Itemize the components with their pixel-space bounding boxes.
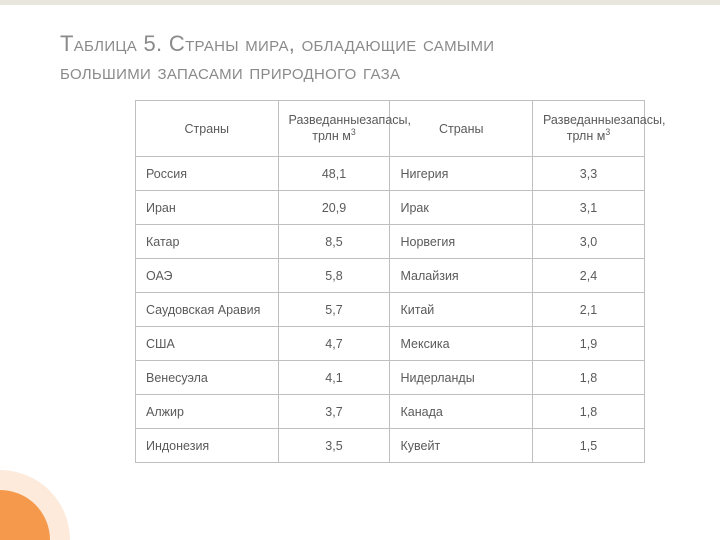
cell-value: 5,7 (278, 293, 390, 327)
table-row: Иран 20,9 Ирак 3,1 (136, 191, 645, 225)
cell-value: 1,8 (533, 395, 645, 429)
cell-country: Катар (136, 225, 279, 259)
cell-value: 48,1 (278, 157, 390, 191)
cell-country: Саудовская Аравия (136, 293, 279, 327)
cell-country: Ирак (390, 191, 533, 225)
cell-value: 3,3 (533, 157, 645, 191)
cell-value: 8,5 (278, 225, 390, 259)
slide-title: Таблица 5. Страны мира, обладающие самым… (60, 30, 670, 85)
cell-country: Канада (390, 395, 533, 429)
table-row: Индонезия 3,5 Кувейт 1,5 (136, 429, 645, 463)
cell-country: Кувейт (390, 429, 533, 463)
title-line-2: большими запасами природного газа (60, 59, 400, 84)
cell-country: США (136, 327, 279, 361)
table-row: Катар 8,5 Норвегия 3,0 (136, 225, 645, 259)
cell-country: Иран (136, 191, 279, 225)
cell-country: Китай (390, 293, 533, 327)
table-row: Венесуэла 4,1 Нидерланды 1,8 (136, 361, 645, 395)
table-row: Саудовская Аравия 5,7 Китай 2,1 (136, 293, 645, 327)
cell-country: Норвегия (390, 225, 533, 259)
cell-value: 2,1 (533, 293, 645, 327)
table-row: ОАЭ 5,8 Малайзия 2,4 (136, 259, 645, 293)
table-header-row: Страны Разведанныезапасы, трлн м3 Страны… (136, 101, 645, 157)
col-header-country-2: Страны (390, 101, 533, 157)
cell-value: 4,1 (278, 361, 390, 395)
cell-country: Мексика (390, 327, 533, 361)
cell-value: 1,9 (533, 327, 645, 361)
table-row: США 4,7 Мексика 1,9 (136, 327, 645, 361)
cell-value: 1,8 (533, 361, 645, 395)
cell-country: Индонезия (136, 429, 279, 463)
cell-value: 3,1 (533, 191, 645, 225)
cell-country: Нигерия (390, 157, 533, 191)
cell-country: ОАЭ (136, 259, 279, 293)
cell-value: 1,5 (533, 429, 645, 463)
cell-value: 3,0 (533, 225, 645, 259)
title-line-1: Таблица 5. Страны мира, обладающие самым… (60, 31, 494, 56)
slide: Таблица 5. Страны мира, обладающие самым… (0, 0, 720, 540)
col-header-country-1: Страны (136, 101, 279, 157)
gas-reserves-table-wrap: Страны Разведанныезапасы, трлн м3 Страны… (135, 100, 645, 463)
cell-value: 20,9 (278, 191, 390, 225)
cell-country: Нидерланды (390, 361, 533, 395)
gas-reserves-table: Страны Разведанныезапасы, трлн м3 Страны… (135, 100, 645, 463)
cell-country: Венесуэла (136, 361, 279, 395)
cell-country: Алжир (136, 395, 279, 429)
cell-value: 3,7 (278, 395, 390, 429)
cell-country: Малайзия (390, 259, 533, 293)
cell-value: 2,4 (533, 259, 645, 293)
col-header-reserves-2: Разведанныезапасы, трлн м3 (533, 101, 645, 157)
table-row: Алжир 3,7 Канада 1,8 (136, 395, 645, 429)
top-accent-bar (0, 0, 720, 5)
table-body: Россия 48,1 Нигерия 3,3 Иран 20,9 Ирак 3… (136, 157, 645, 463)
cell-value: 3,5 (278, 429, 390, 463)
cell-value: 4,7 (278, 327, 390, 361)
table-row: Россия 48,1 Нигерия 3,3 (136, 157, 645, 191)
col-header-reserves-1: Разведанныезапасы, трлн м3 (278, 101, 390, 157)
cell-value: 5,8 (278, 259, 390, 293)
cell-country: Россия (136, 157, 279, 191)
